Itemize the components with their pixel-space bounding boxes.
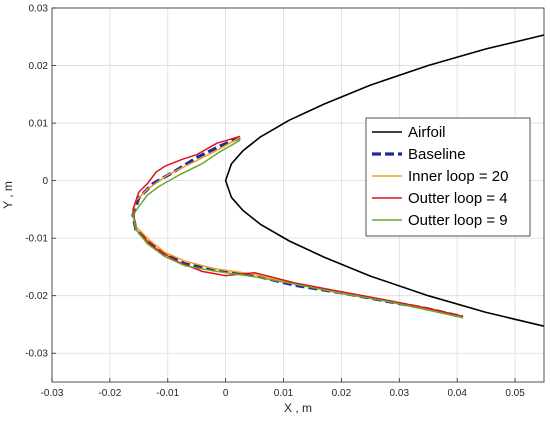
legend-label-baseline: Baseline	[408, 146, 466, 163]
x-tick-label: 0.03	[390, 388, 410, 399]
ticks: -0.03 -0.02 -0.01 0 0.01 0.02 0.03 0.04 0.05 -0.0…	[25, 4, 525, 400]
x-tick-label: 0	[223, 388, 229, 399]
series-line-airfoil	[224, 34, 545, 327]
x-tick-label: 0.02	[332, 388, 352, 399]
y-axis-label: Y , m	[1, 181, 15, 209]
axes-box	[51, 7, 545, 383]
grid	[51, 7, 544, 382]
series-line-outter-loop-4	[132, 135, 464, 318]
legend-box	[365, 117, 531, 237]
legend-label-outter-loop-4: Outter loop = 4	[408, 190, 508, 207]
x-tick-label: -0.03	[41, 388, 64, 399]
legend-label-inner-loop-20: Inner loop = 20	[408, 168, 509, 185]
legend-label-airfoil: Airfoil	[408, 124, 446, 141]
y-tick-label: 0.03	[29, 4, 49, 15]
y-tick-label: -0.01	[25, 234, 48, 245]
y-tick-label: -0.03	[25, 349, 48, 360]
x-tick-label: -0.01	[156, 388, 179, 399]
y-tick-label: 0.02	[29, 61, 49, 72]
series-line-outter-loop-9	[132, 139, 464, 319]
y-tick-label: 0	[42, 176, 48, 187]
x-axis-label: X , m	[284, 401, 312, 415]
x-tick-label: 0.04	[447, 388, 467, 399]
legend: Airfoil Baseline Inner loop = 20 Outter loo…	[365, 117, 531, 237]
x-tick-label: -0.02	[98, 388, 121, 399]
x-tick-label: 0.01	[274, 388, 294, 399]
legend-label-outter-loop-9: Outter loop = 9	[408, 212, 508, 229]
y-tick-label: 0.01	[29, 119, 49, 130]
series-layer	[131, 34, 545, 327]
x-tick-label: 0.05	[505, 388, 525, 399]
y-tick-label: -0.02	[25, 291, 48, 302]
